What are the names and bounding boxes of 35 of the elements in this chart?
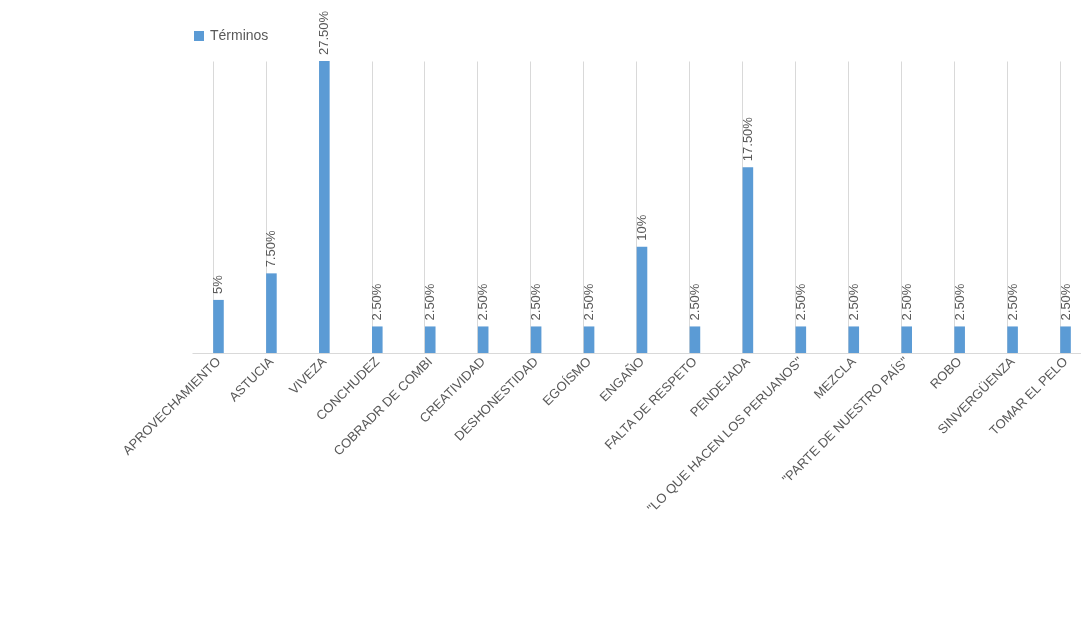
bar (901, 326, 912, 353)
bar (213, 299, 224, 353)
bar (477, 326, 489, 353)
bar (266, 273, 277, 353)
data-label: 7.50% (263, 230, 279, 268)
data-label: 27.50% (316, 10, 332, 55)
bar (424, 326, 436, 353)
data-label: 10% (634, 214, 649, 241)
bar (1060, 326, 1071, 353)
legend-label: Términos (210, 27, 269, 43)
data-label: 2.50% (792, 283, 808, 321)
data-label: 2.50% (845, 283, 861, 321)
data-label: 2.50% (686, 283, 702, 321)
bar (795, 326, 807, 353)
data-label: 2.50% (951, 283, 967, 321)
bar (319, 61, 330, 353)
data-label: 17.50% (739, 116, 755, 162)
data-label: 2.50% (581, 283, 597, 321)
data-label: 2.50% (1057, 283, 1073, 321)
bar (742, 167, 754, 353)
bar (848, 326, 860, 353)
bar (583, 326, 595, 353)
data-label: 2.50% (475, 283, 491, 321)
bar (530, 326, 542, 353)
data-label: 2.50% (1004, 283, 1020, 321)
bar (636, 246, 648, 353)
data-label: 2.50% (369, 283, 385, 321)
data-label: 5% (210, 274, 226, 294)
bar (689, 326, 701, 353)
bar (1007, 326, 1018, 353)
data-label: 2.50% (422, 283, 438, 321)
data-label: 2.50% (528, 283, 544, 321)
bar (372, 326, 383, 353)
bar (954, 326, 965, 353)
data-label: 2.50% (898, 283, 914, 321)
